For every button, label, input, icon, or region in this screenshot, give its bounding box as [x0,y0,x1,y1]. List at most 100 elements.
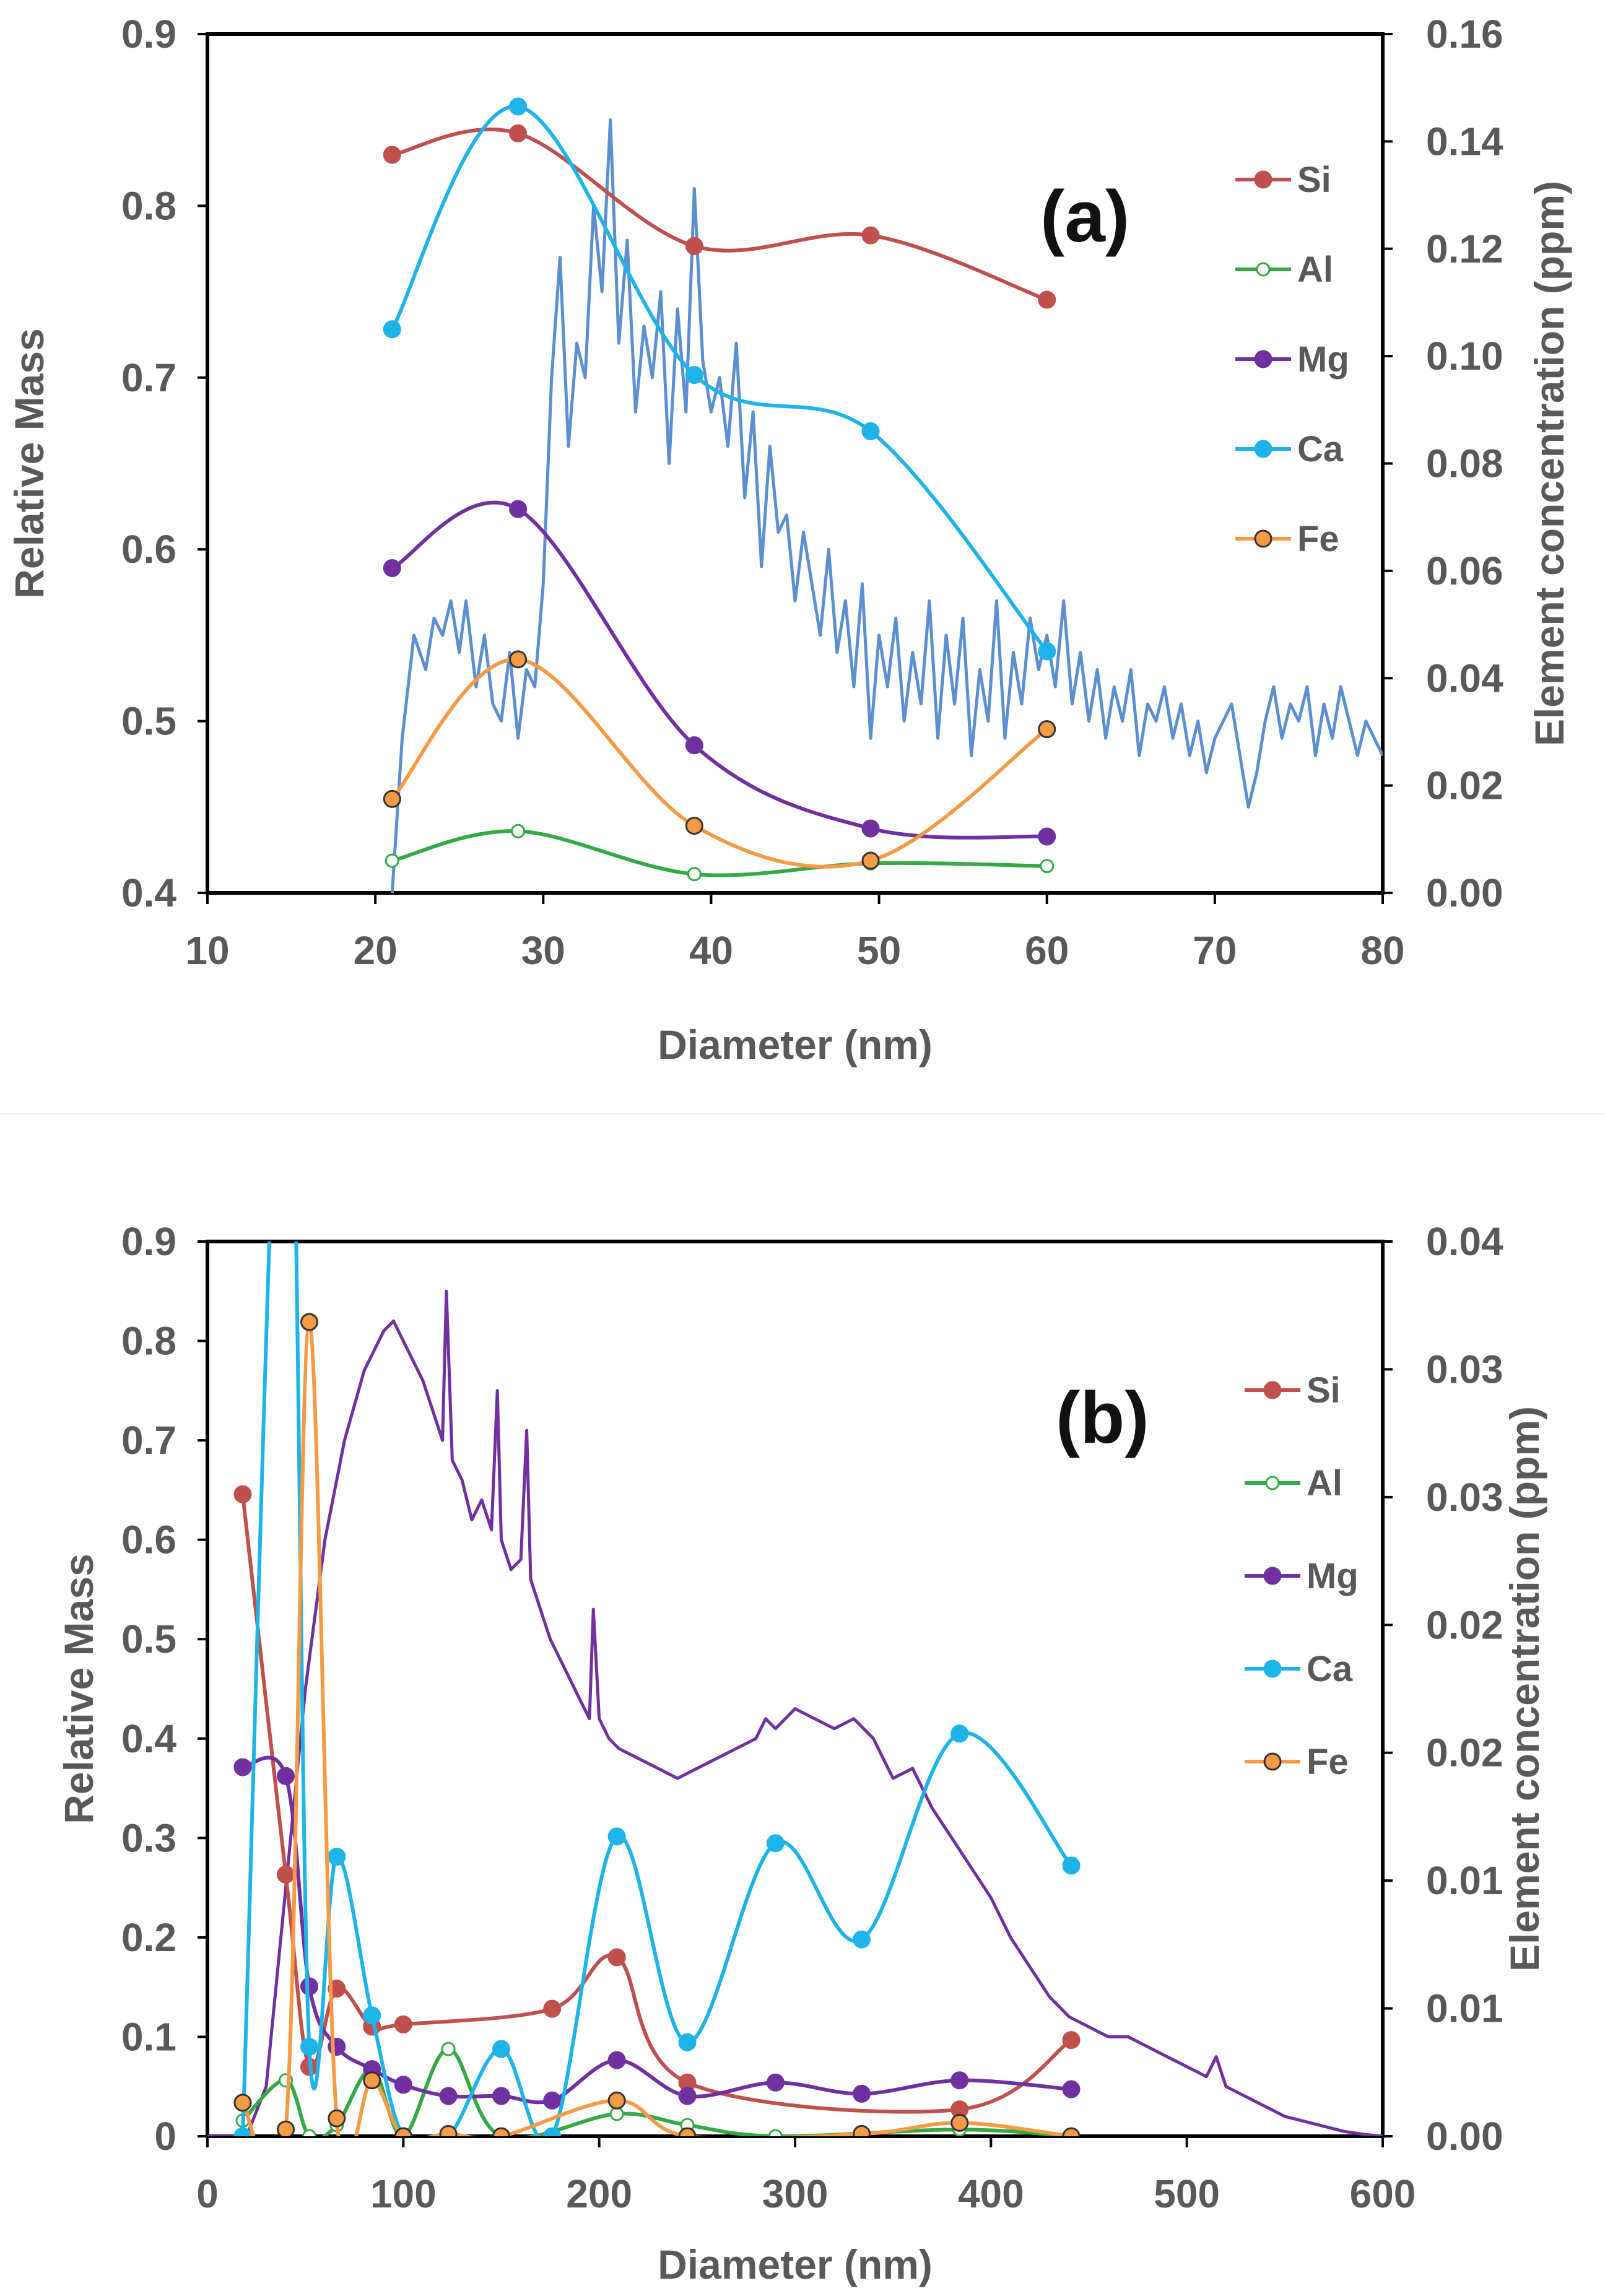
series-line-ca [390,104,1049,653]
x-tick-label: 0 [196,2172,219,2216]
y-right-tick-label: 0.00 [1426,2114,1503,2159]
data-point-mg [543,2091,562,2110]
data-point-mg [277,1767,295,1785]
legend-label-al: Al [1307,1463,1342,1503]
y-right-tick-label: 0.04 [1426,1219,1503,1264]
data-point-fe [950,2113,969,2132]
data-point-fe [509,650,528,669]
data-point-fe [678,2127,697,2136]
x-tick-label: 70 [1193,928,1237,973]
y-left-tick-label: 0.7 [121,1418,176,1463]
data-point-si [394,2015,412,2033]
y-right-axis-label: Element concentration (ppm) [1526,181,1572,746]
x-tick-label: 200 [566,2172,632,2216]
x-tick-label: 400 [958,2172,1024,2216]
relative-mass-line [390,118,1383,893]
data-point-mg [492,2087,510,2105]
y-right-tick-label: 0.12 [1426,227,1503,271]
y-right-tick-label: 0.01 [1426,1858,1503,1903]
data-point-ca [678,2033,697,2051]
data-point-mg [678,2087,697,2105]
y-right-tick-label: 0.02 [1426,1602,1503,1647]
data-point-ca [1062,1856,1081,1875]
data-point-ca [383,320,401,339]
y-right-tick-label: 0.03 [1426,1347,1503,1391]
y-left-tick-label: 0.7 [121,355,176,400]
y-right-tick-label: 0.04 [1426,656,1503,700]
y-left-tick-label: 0.9 [121,1219,176,1264]
y-left-tick-label: 0.6 [121,1518,176,1562]
x-tick-label: 40 [689,928,733,973]
y-left-tick-label: 0.3 [121,1815,176,1860]
legend-label-ca: Ca [1297,429,1344,469]
data-point-ca [233,2127,252,2136]
data-point-ca [300,2038,318,2056]
data-point-ca [861,422,880,440]
y-left-tick-label: 0.8 [121,1319,176,1363]
relative-mass-line [207,1289,1383,2136]
y-left-tick-label: 0.6 [121,527,176,572]
legend-label-si: Si [1307,1370,1341,1411]
legend-label-al: Al [1297,250,1333,290]
y-left-tick-label: 0.2 [121,1915,176,1960]
y-left-tick-label: 0 [154,2114,176,2159]
data-point-fe [383,789,401,808]
series-line-ca [240,1241,1073,2136]
y-left-axis-label: Relative Mass [56,1554,102,1824]
legend-marker-si [1263,1381,1282,1399]
y-right-axis-label: Element concentration (ppm) [1502,1406,1547,1972]
y-right-tick-label: 0.02 [1426,763,1503,808]
data-point-ca [685,365,703,384]
x-tick-label: 20 [354,928,398,973]
data-point-mg [1062,2080,1081,2098]
data-point-mg [950,2071,969,2090]
data-point-fe [607,2091,626,2110]
y-right-tick-label: 0.14 [1426,119,1503,163]
panel-label: (b) [1056,1377,1149,1459]
legend-marker-fe [1254,529,1272,548]
x-tick-label: 30 [521,928,565,973]
data-point-fe [394,2127,412,2136]
data-point-fe [233,2094,252,2112]
data-point-al [609,2107,624,2121]
y-right-tick-label: 0.00 [1426,871,1503,915]
data-point-ca [1038,642,1056,661]
legend-marker-al [1265,1476,1280,1490]
y-right-tick-label: 0.03 [1426,1475,1503,1520]
data-point-ca [278,898,294,914]
y-right-tick-label: 0.16 [1426,12,1503,56]
data-point-fe [328,2109,346,2128]
data-point-mg [766,2073,785,2092]
data-point-si [607,1948,626,1967]
data-point-mg [607,2051,626,2069]
data-point-al [1040,859,1055,874]
chart-panel-a: 10 20 30 40 50 60 70 80 0.4 0.5 0.6 0.7 0.8 0.9 0.00 0.… [6,12,1572,1068]
series-line-fe [241,1320,1072,2136]
y-left-tick-label: 0.5 [121,1617,176,1661]
data-point-mg [861,819,880,838]
plot-series-group [383,97,1383,893]
y-right-tick-label: 0.01 [1426,1986,1503,2031]
series-line-si [240,1494,1072,2114]
data-point-si [543,1999,562,2018]
x-tick-label: 50 [857,928,901,973]
y-left-tick-label: 0.5 [121,699,176,744]
data-point-si [685,237,703,255]
data-point-ca [509,97,528,116]
x-tick-label: 10 [185,928,229,973]
x-tick-label: 600 [1350,2172,1416,2216]
data-point-si [383,146,401,164]
data-point-fe [492,2127,510,2136]
data-point-ca [607,1827,626,1846]
data-point-si [1062,2031,1081,2050]
data-point-al [302,2129,316,2136]
data-point-ca [363,2006,381,2025]
x-axis-label: Diameter (nm) [658,1022,933,1068]
y-right-tick-label: 0.02 [1426,1731,1503,1775]
data-point-mg [233,1758,252,1776]
legend-marker-si [1254,170,1272,189]
legend-label-fe: Fe [1297,519,1339,559]
data-point-ca [328,1847,346,1866]
x-axis-label: Diameter (nm) [658,2242,933,2287]
